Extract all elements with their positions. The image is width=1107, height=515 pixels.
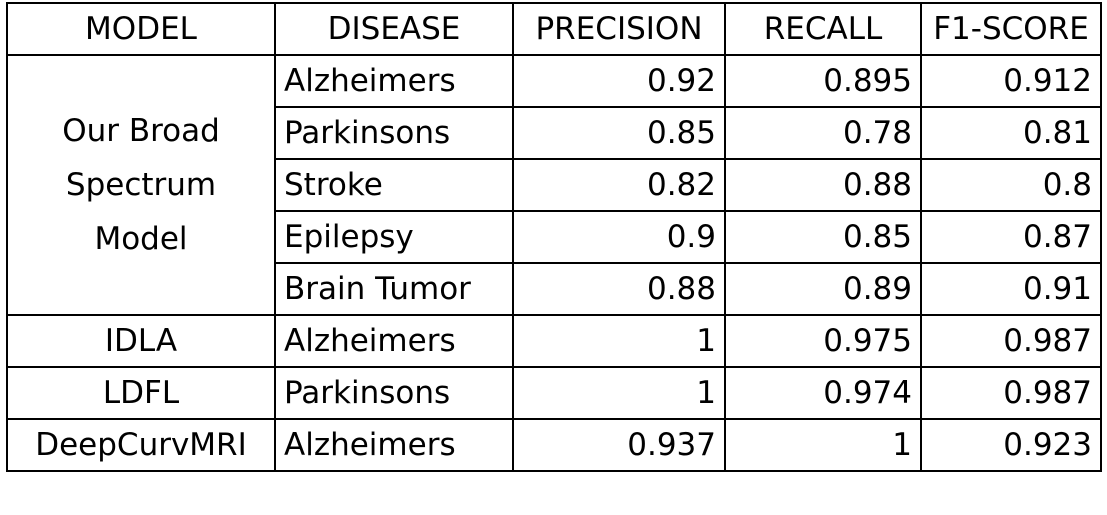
- model-cell: IDLA: [6, 314, 276, 368]
- f1-score-cell: 0.912: [920, 54, 1102, 108]
- table-row: IDLA Alzheimers 1 0.975 0.987: [6, 314, 1102, 368]
- precision-cell: 0.937: [512, 418, 726, 472]
- header-row: MODEL DISEASE PRECISION RECALL F1-SCORE: [6, 2, 1102, 56]
- results-table: MODEL DISEASE PRECISION RECALL F1-SCORE …: [6, 2, 1102, 472]
- model-name-line: Our Broad: [62, 113, 220, 149]
- header-recall: RECALL: [724, 2, 922, 56]
- model-name-line: Spectrum: [65, 167, 217, 203]
- header-model: MODEL: [6, 2, 276, 56]
- disease-cell: Alzheimers: [274, 418, 514, 472]
- disease-cell: Parkinsons: [274, 106, 514, 160]
- precision-cell: 1: [512, 314, 726, 368]
- f1-score-cell: 0.81: [920, 106, 1102, 160]
- recall-cell: 1: [724, 418, 922, 472]
- table-row: Parkinsons 0.85 0.78 0.81: [7, 106, 1102, 160]
- f1-score-cell: 0.87: [920, 210, 1102, 264]
- table-row: Stroke 0.82 0.88 0.8: [7, 158, 1102, 212]
- precision-cell: 0.82: [512, 158, 726, 212]
- disease-cell: Epilepsy: [274, 210, 514, 264]
- precision-cell: 0.92: [512, 54, 726, 108]
- header-f1-score: F1-SCORE: [920, 2, 1102, 56]
- precision-cell: 0.9: [512, 210, 726, 264]
- recall-cell: 0.85: [724, 210, 922, 264]
- table-row: Our Broad Spectrum Model Alzheimers 0.92…: [6, 54, 1102, 316]
- disease-cell: Stroke: [274, 158, 514, 212]
- f1-score-cell: 0.8: [920, 158, 1102, 212]
- model-cell: Our Broad Spectrum Model: [6, 54, 276, 316]
- recall-cell: 0.895: [724, 54, 922, 108]
- table-row: DeepCurvMRI Alzheimers 0.937 1 0.923: [6, 418, 1102, 472]
- table-row: LDFL Parkinsons 1 0.974 0.987: [6, 366, 1102, 420]
- recall-cell: 0.975: [724, 314, 922, 368]
- precision-cell: 1: [512, 366, 726, 420]
- model-cell: LDFL: [6, 366, 276, 420]
- model-cell: DeepCurvMRI: [6, 418, 276, 472]
- recall-cell: 0.89: [724, 262, 922, 316]
- disease-cell: Alzheimers: [274, 54, 514, 108]
- disease-cell: Brain Tumor: [274, 262, 514, 316]
- f1-score-cell: 0.987: [920, 314, 1102, 368]
- f1-score-cell: 0.923: [920, 418, 1102, 472]
- recall-cell: 0.78: [724, 106, 922, 160]
- model-name-line: Model: [94, 221, 188, 257]
- precision-cell: 0.88: [512, 262, 726, 316]
- table-row: Epilepsy 0.9 0.85 0.87: [7, 210, 1102, 264]
- precision-cell: 0.85: [512, 106, 726, 160]
- table-row: Brain Tumor 0.88 0.89 0.91: [7, 262, 1102, 316]
- header-disease: DISEASE: [274, 2, 514, 56]
- f1-score-cell: 0.91: [920, 262, 1102, 316]
- header-precision: PRECISION: [512, 2, 726, 56]
- disease-cell: Alzheimers: [274, 314, 514, 368]
- disease-cell: Parkinsons: [274, 366, 514, 420]
- recall-cell: 0.88: [724, 158, 922, 212]
- recall-cell: 0.974: [724, 366, 922, 420]
- f1-score-cell: 0.987: [920, 366, 1102, 420]
